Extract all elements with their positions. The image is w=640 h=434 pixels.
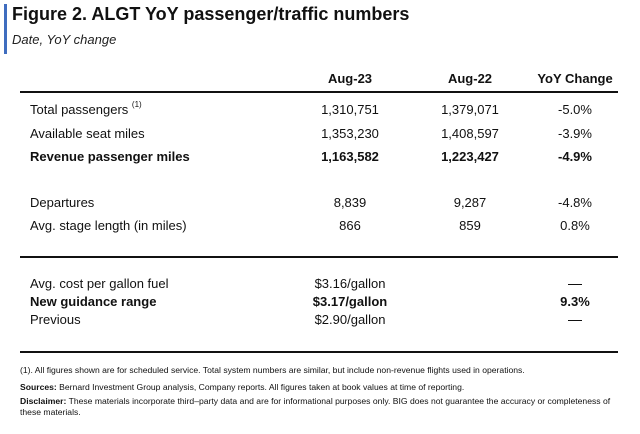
header-aug22: Aug-22 [447,71,493,86]
disclaimer-text: These materials incorporate third–party … [20,396,611,417]
accent-bar [4,4,7,54]
section-divider [20,256,618,258]
cell-yoy: 9.3% [560,294,590,309]
header-aug23: Aug-23 [327,71,373,86]
footnote-1: (1). All figures shown are for scheduled… [20,365,525,375]
figure-title: Figure 2. ALGT YoY passenger/traffic num… [12,4,410,24]
cell-aug22: 1,408,597 [441,126,499,141]
cell-aug23: $3.17/gallon [312,294,388,309]
row-label: Previous [30,312,81,327]
row-label: Avg. stage length (in miles) [30,218,187,233]
cell-aug23: $3.16/gallon [314,276,386,291]
cell-aug23: 1,163,582 [321,149,379,164]
disclaimer-label: Disclaimer: [20,396,67,406]
row-label: Total passengers [30,102,129,117]
dash-mark [568,284,582,286]
dash-mark [568,320,582,322]
sources-note: Sources: Bernard Investment Group analys… [20,382,628,393]
table-bottom-divider [20,351,618,353]
cell-aug22: 1,379,071 [441,102,499,117]
cell-yoy: -3.9% [558,126,592,141]
sources-label: Sources: [20,382,57,392]
header-divider [20,91,618,93]
row-label: New guidance range [30,294,157,309]
sources-text: Bernard Investment Group analysis, Compa… [56,382,465,392]
cell-aug23: 1,353,230 [321,126,379,141]
row-label: Departures [30,195,95,210]
footnote-marker: (1) [131,100,142,109]
row-label: Available seat miles [30,126,145,141]
header-yoy-change: YoY Change [537,71,613,86]
cell-aug22: 1,223,427 [441,149,499,164]
disclaimer-note: Disclaimer: These materials incorporate … [20,396,628,418]
cell-aug23: 1,310,751 [321,102,379,117]
row-label: Revenue passenger miles [30,149,190,164]
row-label: Avg. cost per gallon fuel [30,276,169,291]
cell-yoy-dash [525,276,625,291]
cell-aug23: 8,839 [333,195,367,210]
cell-aug23: $2.90/gallon [314,312,386,327]
cell-aug22: 9,287 [453,195,487,210]
cell-yoy: -4.8% [558,195,592,210]
cell-yoy: -5.0% [558,102,592,117]
figure-subtitle: Date, YoY change [12,32,117,47]
cell-aug22: 859 [459,218,481,233]
cell-yoy: -4.9% [558,149,592,164]
cell-yoy-dash [525,312,625,327]
cell-yoy: 0.8% [560,218,590,233]
cell-aug23: 866 [339,218,361,233]
